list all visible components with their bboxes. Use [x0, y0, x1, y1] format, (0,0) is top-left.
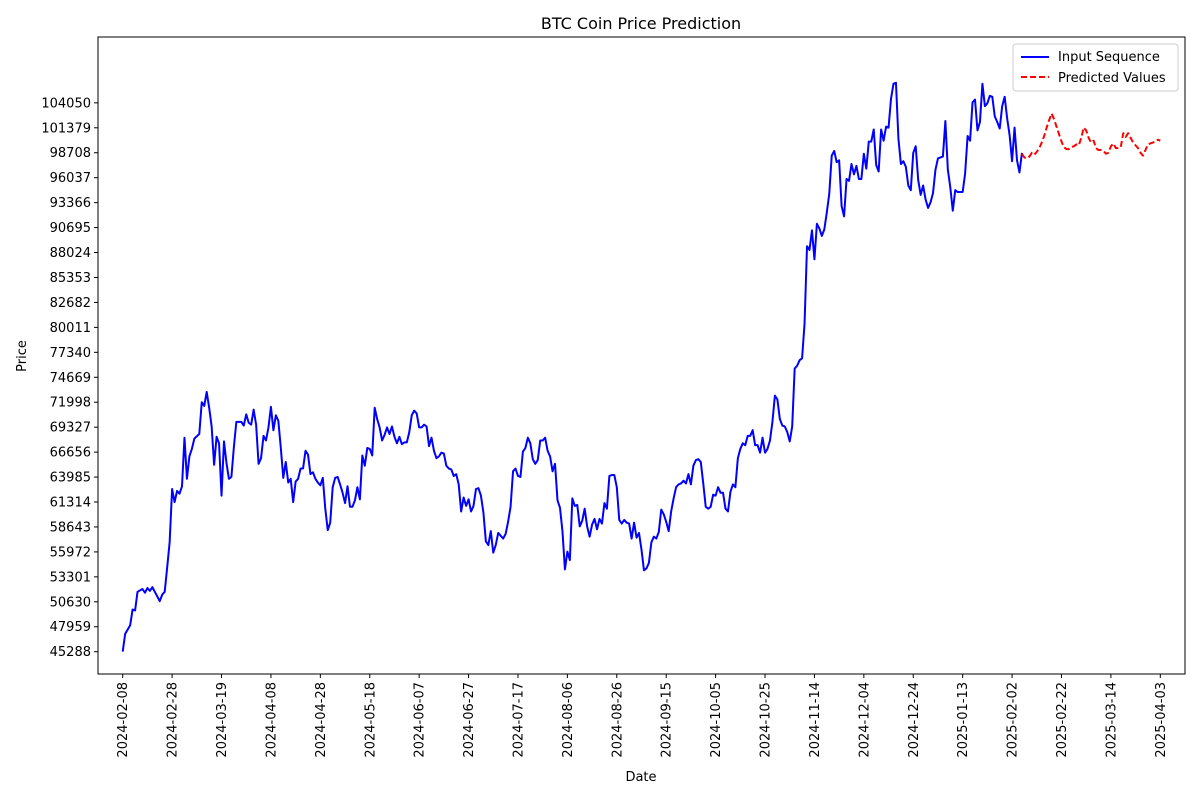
y-axis-title: Price	[15, 340, 30, 372]
plot-frame	[97, 36, 1186, 675]
y-tick-label: 74669	[50, 371, 91, 386]
series-line-input-sequence	[121, 81, 1023, 652]
y-tick-label: 93366	[50, 196, 91, 211]
y-tick-label: 53301	[50, 570, 91, 585]
legend-box	[1012, 43, 1179, 92]
x-tick-label: 2024-05-18	[363, 682, 378, 758]
y-tick-label: 69327	[50, 421, 91, 436]
y-tick-label: 58643	[50, 520, 91, 535]
x-tick-label: 2024-04-08	[264, 682, 279, 758]
x-tick-label: 2024-12-24	[907, 682, 922, 758]
chart-title: BTC Coin Price Prediction	[541, 14, 741, 33]
legend-label-predicted-values: Predicted Values	[1058, 71, 1166, 86]
x-tick-label: 2024-10-05	[709, 682, 724, 758]
series-layer	[121, 81, 1161, 652]
x-tick-label: 2024-08-26	[610, 682, 625, 758]
y-tick-label: 104050	[41, 96, 91, 111]
y-tick-label: 98708	[50, 146, 91, 161]
y-tick-label: 66656	[50, 446, 91, 461]
x-tick-label: 2024-12-04	[857, 682, 872, 758]
y-tick-label: 50630	[50, 595, 91, 610]
y-tick-label: 47959	[50, 620, 91, 635]
x-tick-label: 2024-09-15	[660, 682, 675, 758]
x-tick-label: 2025-04-03	[1154, 682, 1169, 758]
y-tick-label: 80011	[50, 321, 91, 336]
x-axis-ticks: 2024-02-08 2024-02-28 2024-03-19 2024-04-08…	[116, 674, 1169, 758]
x-tick-label: 2024-10-25	[759, 682, 774, 758]
x-tick-label: 2024-11-14	[808, 682, 823, 758]
x-tick-label: 2025-03-14	[1104, 682, 1119, 758]
y-tick-label: 55972	[50, 545, 91, 560]
x-tick-label: 2025-02-02	[1006, 682, 1021, 758]
x-tick-label: 2024-06-27	[462, 682, 477, 758]
legend: Input Sequence Predicted Values	[1012, 43, 1179, 92]
x-tick-label: 2025-02-22	[1055, 682, 1070, 758]
x-tick-label: 2024-02-28	[166, 682, 181, 758]
x-tick-label: 2025-01-13	[956, 682, 971, 758]
y-tick-label: 45288	[50, 645, 91, 660]
series-line-predicted-values	[1021, 112, 1161, 160]
y-tick-label: 88024	[50, 246, 91, 261]
y-tick-label: 77340	[50, 346, 91, 361]
x-tick-label: 2024-06-07	[413, 682, 428, 758]
y-tick-label: 82682	[50, 296, 91, 311]
y-tick-label: 85353	[50, 271, 91, 286]
x-tick-label: 2024-04-28	[314, 682, 329, 758]
legend-label-input-sequence: Input Sequence	[1058, 50, 1160, 65]
x-axis-title: Date	[625, 770, 656, 785]
y-tick-label: 96037	[50, 171, 91, 186]
y-tick-label: 90695	[50, 221, 91, 236]
y-tick-label: 63985	[50, 471, 91, 486]
x-tick-label: 2024-02-08	[116, 682, 131, 758]
x-tick-label: 2024-08-06	[561, 682, 576, 758]
y-tick-label: 101379	[41, 121, 91, 136]
x-tick-label: 2024-03-19	[215, 682, 230, 758]
y-tick-label: 71998	[50, 396, 91, 411]
y-tick-label: 61314	[50, 496, 91, 511]
x-tick-label: 2024-07-17	[511, 682, 526, 758]
y-axis-ticks: 45288 47959 50630 53301 55972 58643 61314 63985…	[41, 96, 98, 660]
